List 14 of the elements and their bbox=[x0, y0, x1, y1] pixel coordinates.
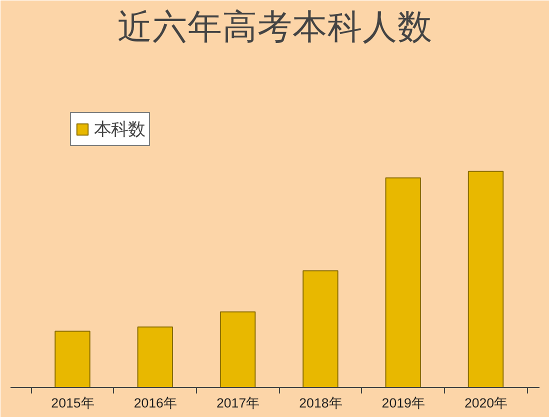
x-tick-label: 2020年 bbox=[464, 396, 508, 410]
x-tick-label: 2016年 bbox=[134, 396, 176, 410]
legend-label: 本科数 bbox=[94, 119, 145, 141]
bar bbox=[385, 177, 421, 388]
chart-title: 近六年高考本科人数 bbox=[118, 8, 432, 48]
bar bbox=[220, 311, 256, 388]
bar bbox=[54, 330, 90, 388]
x-tick-label: 2017年 bbox=[216, 396, 260, 410]
bar bbox=[302, 270, 338, 388]
x-tick-label: 2015年 bbox=[51, 396, 94, 410]
x-tick-label: 2019年 bbox=[382, 396, 424, 410]
bar bbox=[137, 326, 174, 388]
bar bbox=[468, 170, 504, 388]
x-tick-label: 2018年 bbox=[299, 396, 342, 410]
